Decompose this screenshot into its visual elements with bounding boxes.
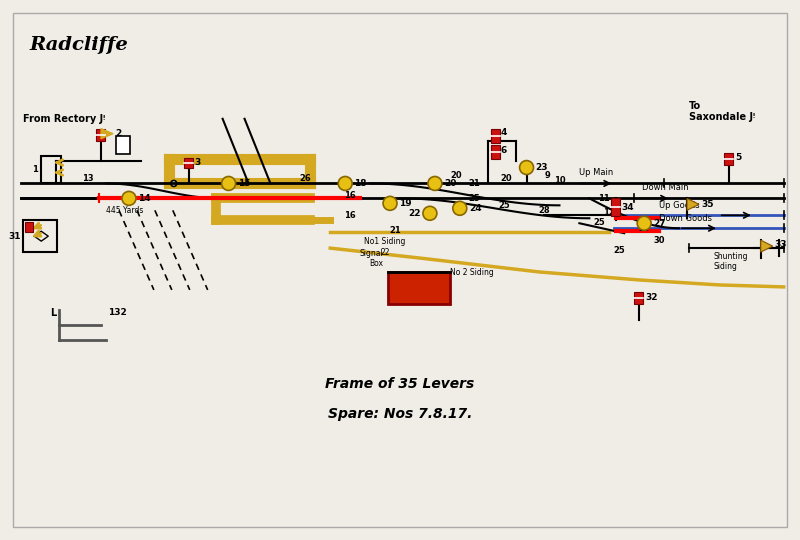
Text: 29: 29	[638, 224, 650, 233]
Polygon shape	[761, 240, 773, 252]
Text: 3: 3	[194, 158, 201, 167]
Bar	[490, 145, 500, 159]
Bar	[634, 292, 643, 304]
Text: Radcliffe: Radcliffe	[30, 36, 128, 54]
Bar	[42, 156, 61, 184]
Text: 9: 9	[545, 171, 550, 180]
Bar	[23, 220, 57, 252]
Text: Up Main: Up Main	[579, 168, 614, 178]
Text: 32: 32	[645, 293, 658, 302]
Bar	[184, 158, 193, 167]
Text: From Rectory Jᵎ: From Rectory Jᵎ	[23, 114, 106, 124]
Text: Frame of 35 Levers: Frame of 35 Levers	[326, 377, 474, 392]
Text: 30: 30	[654, 235, 665, 245]
Text: 31: 31	[9, 232, 22, 241]
Text: 28: 28	[538, 206, 550, 215]
Circle shape	[519, 160, 534, 174]
Text: 5: 5	[735, 153, 741, 162]
Bar	[490, 129, 500, 143]
Polygon shape	[687, 198, 699, 210]
Text: 18: 18	[354, 179, 366, 188]
Text: 12: 12	[603, 208, 615, 217]
Text: 21: 21	[389, 226, 401, 235]
Text: No1 Siding
22: No1 Siding 22	[364, 237, 406, 256]
Circle shape	[383, 197, 397, 210]
Bar	[611, 198, 620, 217]
Text: 25: 25	[594, 218, 605, 227]
Bar	[26, 222, 34, 232]
Text: L: L	[50, 308, 56, 318]
Text: 22: 22	[409, 209, 421, 218]
Text: 20: 20	[501, 174, 513, 183]
Text: 1: 1	[32, 165, 38, 174]
Text: 6: 6	[501, 146, 507, 155]
Text: 20: 20	[444, 179, 456, 188]
Circle shape	[338, 177, 352, 191]
Text: Signal
Box: Signal Box	[359, 248, 383, 268]
Text: 34: 34	[622, 203, 634, 212]
Text: To
Saxondale Jᵎ: To Saxondale Jᵎ	[689, 101, 755, 123]
Circle shape	[453, 201, 466, 215]
Text: 445 Yards: 445 Yards	[106, 206, 143, 215]
Text: 2: 2	[115, 129, 122, 138]
Circle shape	[637, 217, 651, 230]
Text: 21: 21	[469, 179, 481, 188]
Text: 25: 25	[469, 194, 481, 203]
Text: 13: 13	[82, 174, 94, 183]
Text: 16: 16	[344, 191, 356, 200]
Bar	[724, 153, 733, 165]
Text: 27: 27	[653, 219, 666, 228]
Text: Spare: Nos 7.8.17.: Spare: Nos 7.8.17.	[328, 407, 472, 421]
Text: 11: 11	[598, 194, 610, 203]
Bar	[96, 129, 105, 140]
Text: 16: 16	[344, 211, 356, 220]
Text: 14: 14	[138, 194, 150, 203]
Text: 4: 4	[501, 128, 507, 137]
Text: 33: 33	[774, 240, 787, 248]
Bar	[116, 136, 130, 153]
Text: 23: 23	[535, 163, 548, 172]
Text: 25: 25	[614, 246, 625, 254]
Circle shape	[222, 177, 235, 191]
Text: 26: 26	[299, 174, 311, 183]
Text: 20: 20	[450, 171, 462, 180]
Circle shape	[423, 206, 437, 220]
Circle shape	[428, 177, 442, 191]
Text: 15: 15	[238, 179, 250, 188]
Text: Down Main: Down Main	[642, 184, 689, 192]
Text: No 2 Siding: No 2 Siding	[450, 268, 494, 277]
Polygon shape	[101, 129, 113, 139]
Text: 132: 132	[108, 308, 126, 317]
Circle shape	[122, 191, 136, 205]
Text: Down Goods: Down Goods	[659, 214, 712, 223]
Text: 35: 35	[701, 200, 714, 209]
Text: 19: 19	[399, 199, 412, 208]
Text: 10: 10	[554, 176, 566, 185]
Text: Shunting
Siding: Shunting Siding	[714, 252, 749, 272]
Text: 24: 24	[469, 204, 482, 213]
Bar	[388, 272, 450, 304]
Circle shape	[170, 180, 177, 186]
Text: Up Goods: Up Goods	[659, 201, 700, 210]
Text: 25: 25	[498, 201, 510, 210]
